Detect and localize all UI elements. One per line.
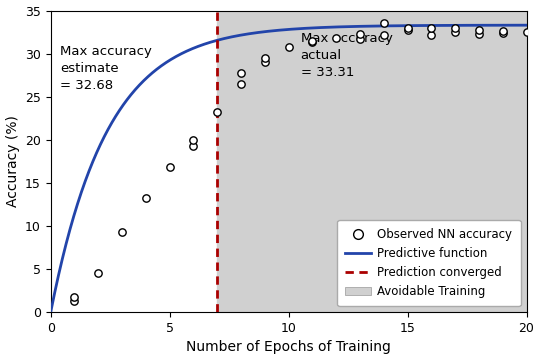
Point	[380, 32, 388, 37]
Point	[70, 294, 79, 300]
Point	[141, 195, 150, 201]
Point	[189, 137, 198, 143]
Point	[427, 32, 436, 37]
Point	[356, 31, 364, 37]
Point	[380, 21, 388, 26]
Point	[427, 25, 436, 31]
Point	[260, 55, 269, 61]
Point	[237, 70, 245, 76]
Point	[498, 30, 507, 36]
Point	[237, 81, 245, 87]
Bar	[217, 10, 526, 312]
X-axis label: Number of Epochs of Training: Number of Epochs of Training	[186, 341, 391, 355]
Point	[475, 31, 483, 37]
Point	[308, 38, 317, 44]
Point	[451, 29, 460, 35]
Text: Max accuracy
estimate
= 32.68: Max accuracy estimate = 32.68	[60, 45, 152, 92]
Point	[284, 44, 293, 50]
Point	[475, 27, 483, 33]
Point	[451, 25, 460, 31]
Point	[308, 40, 317, 45]
Point	[213, 109, 221, 115]
Point	[522, 29, 531, 35]
Point	[94, 270, 103, 275]
Point	[498, 28, 507, 34]
Point	[70, 298, 79, 304]
Point	[403, 25, 412, 31]
Y-axis label: Accuracy (%): Accuracy (%)	[5, 116, 19, 207]
Point	[165, 164, 174, 170]
Point	[260, 59, 269, 65]
Point	[118, 229, 126, 235]
Point	[356, 36, 364, 42]
Point	[403, 27, 412, 32]
Text: Max accuracy
actual
= 33.31: Max accuracy actual = 33.31	[300, 32, 393, 79]
Point	[189, 143, 198, 149]
Point	[332, 35, 341, 41]
Legend: Observed NN accuracy, Predictive function, Prediction converged, Avoidable Train: Observed NN accuracy, Predictive functio…	[337, 220, 521, 306]
